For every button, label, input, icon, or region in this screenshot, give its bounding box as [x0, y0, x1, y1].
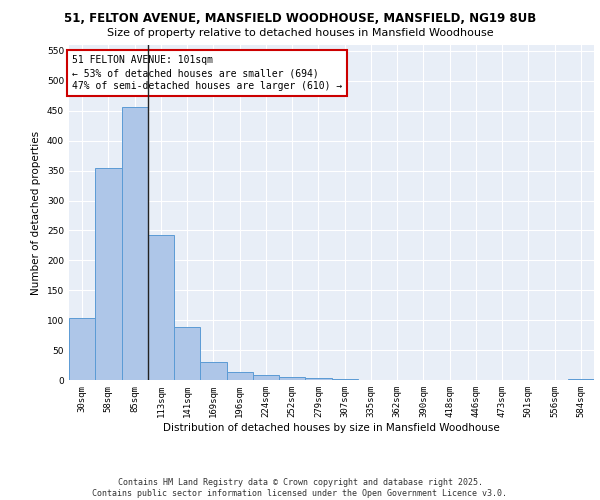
Text: Contains HM Land Registry data © Crown copyright and database right 2025.
Contai: Contains HM Land Registry data © Crown c… — [92, 478, 508, 498]
Bar — [305, 378, 331, 380]
Text: 51 FELTON AVENUE: 101sqm
← 53% of detached houses are smaller (694)
47% of semi-: 51 FELTON AVENUE: 101sqm ← 53% of detach… — [71, 55, 342, 92]
Y-axis label: Number of detached properties: Number of detached properties — [31, 130, 41, 294]
Bar — [69, 318, 95, 380]
Bar — [227, 372, 253, 380]
Bar — [568, 379, 594, 380]
Bar — [200, 362, 227, 380]
Bar — [121, 106, 148, 380]
Text: 51, FELTON AVENUE, MANSFIELD WOODHOUSE, MANSFIELD, NG19 8UB: 51, FELTON AVENUE, MANSFIELD WOODHOUSE, … — [64, 12, 536, 26]
Bar — [148, 234, 174, 380]
X-axis label: Distribution of detached houses by size in Mansfield Woodhouse: Distribution of detached houses by size … — [163, 422, 500, 432]
Bar — [95, 168, 121, 380]
Bar — [253, 375, 279, 380]
Bar — [174, 328, 200, 380]
Text: Size of property relative to detached houses in Mansfield Woodhouse: Size of property relative to detached ho… — [107, 28, 493, 38]
Bar — [279, 377, 305, 380]
Bar — [331, 379, 358, 380]
